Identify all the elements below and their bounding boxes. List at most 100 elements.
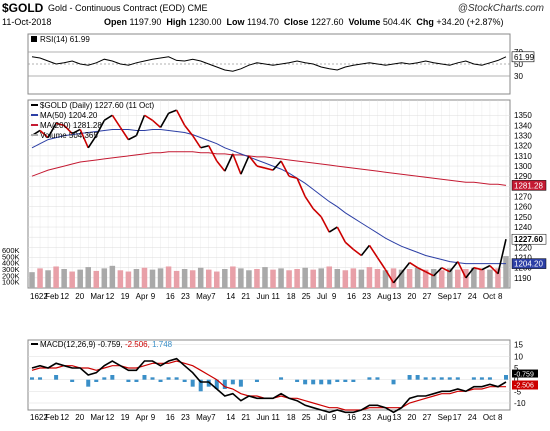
x-tick-label: 11 <box>272 413 281 422</box>
price-last-label: 1227.60 <box>514 235 543 244</box>
volume-bar <box>133 269 140 288</box>
price-segment <box>400 262 411 274</box>
ma200-line <box>31 151 507 186</box>
price-segment <box>320 216 330 233</box>
x-tick-label: 1622 <box>30 292 48 301</box>
volume-bar <box>438 270 445 288</box>
price-segment <box>392 272 403 284</box>
price-segment <box>208 145 218 162</box>
macd-histogram-bar <box>166 377 171 380</box>
macd-histogram-bar <box>447 377 452 380</box>
x-tick-label: 17 <box>453 292 462 301</box>
volume-tick-label: 500K <box>2 252 20 261</box>
price-segment <box>119 126 130 141</box>
macd-legend-label: MACD(12,26,9) -0.759, -2.506, 1.748 <box>40 340 173 349</box>
price-segment <box>449 261 459 273</box>
volume-bar <box>350 268 357 288</box>
price-segment <box>200 144 209 149</box>
macd-histogram-bar <box>391 379 396 385</box>
close-value: 1227.60 <box>310 17 344 27</box>
macd-histogram-bar <box>423 377 428 380</box>
volume-bar <box>117 270 124 288</box>
volume-bar <box>189 270 196 288</box>
macd-histogram-bar <box>30 377 34 380</box>
volume-bar <box>214 271 220 288</box>
volume-bar <box>471 267 477 288</box>
x-tick-label: 9 <box>151 292 156 301</box>
rsi-legend-swatch <box>31 36 37 42</box>
price-segment <box>288 175 298 180</box>
price-segment <box>39 129 49 139</box>
volume-tick-label: 300K <box>2 265 20 274</box>
x-tick-label: 23 <box>181 413 190 422</box>
price-segment <box>264 167 274 171</box>
macd-histogram-bar <box>471 377 476 380</box>
volume-bar <box>406 269 413 288</box>
price-segment <box>248 155 258 167</box>
x-tick-label: 20 <box>75 292 84 301</box>
volume-bar <box>149 269 156 288</box>
x-tick-label: 11 <box>272 292 281 301</box>
volume-bar <box>53 266 59 288</box>
x-tick-label: 19 <box>121 413 130 422</box>
volume-bar <box>77 269 83 288</box>
macd-histogram-bar <box>86 379 91 387</box>
price-segment <box>55 122 65 127</box>
volume-bar <box>230 266 236 288</box>
price-tick-label: 1250 <box>514 213 532 222</box>
volume-bar <box>165 266 172 288</box>
price-segment <box>111 114 122 128</box>
price-segment <box>103 114 113 122</box>
volume-bar <box>487 269 493 288</box>
price-segment <box>128 134 137 141</box>
ma50-last-label: 1204.20 <box>514 260 543 269</box>
ma200-last-label: 1281.28 <box>514 181 543 190</box>
macd-histogram-bar <box>487 377 492 380</box>
x-tick-label: 8 <box>498 292 503 301</box>
macd-tick-label: 0 <box>514 376 519 385</box>
low-value: 1194.70 <box>247 17 279 27</box>
macd-histogram-bar <box>351 379 356 382</box>
volume-bar <box>310 269 316 288</box>
x-tick-label: 9 <box>332 413 337 422</box>
macd-histogram-bar <box>198 379 203 392</box>
price-segment <box>280 160 290 177</box>
price-segment <box>465 267 475 279</box>
volume-bar <box>302 267 308 288</box>
price-tick-label: 1260 <box>514 203 532 212</box>
volume-bar <box>222 269 228 288</box>
x-tick-label: 7 <box>211 413 216 422</box>
price-segment <box>328 226 338 233</box>
x-tick-label: 16 <box>347 413 356 422</box>
price-segment <box>417 266 427 273</box>
price-segment <box>159 112 170 128</box>
volume-bar <box>455 269 461 288</box>
rsi-tick-label: 50 <box>514 60 523 69</box>
price-segment <box>47 122 57 138</box>
volume-bar <box>246 270 252 288</box>
volume-bar <box>254 269 260 288</box>
volume-bar <box>479 269 485 288</box>
volume-legend: Volume 504,365 <box>40 131 98 140</box>
volume-bar <box>157 268 164 288</box>
price-tick-label: 1240 <box>514 223 532 232</box>
macd-histogram-bar <box>190 379 195 387</box>
macd-histogram-bar <box>70 379 75 382</box>
x-tick-label: 20 <box>407 292 416 301</box>
x-tick-label: 27 <box>423 413 432 422</box>
macd-histogram-bar <box>102 377 107 380</box>
macd-histogram-bar <box>126 379 131 382</box>
x-tick-label: 23 <box>362 413 371 422</box>
rsi-line <box>31 56 507 72</box>
x-tick-label: May <box>196 413 211 422</box>
macd-histogram-bar <box>407 375 412 380</box>
macd-histogram-bar <box>142 375 147 380</box>
price-segment <box>272 160 282 171</box>
macd-histogram-bar <box>303 379 308 385</box>
price-segment <box>473 266 483 271</box>
macd-line <box>31 357 507 414</box>
macd-last-box <box>512 369 538 378</box>
price-tick-label: 1320 <box>514 142 532 151</box>
volume-bar <box>366 267 373 288</box>
volume-bar <box>101 268 108 288</box>
